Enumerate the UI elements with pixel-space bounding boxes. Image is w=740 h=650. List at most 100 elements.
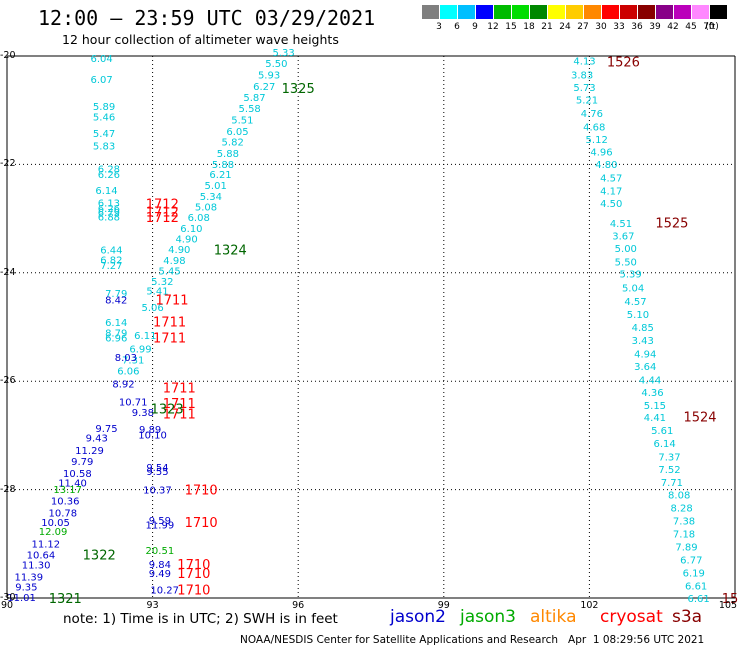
scale-swatch [476,5,493,19]
wave-height-value: 4.50 [600,199,622,210]
lon-tick-label: 105 [718,600,738,611]
wave-height-value: 9.35 [15,583,37,594]
scale-label: 15 [505,22,517,32]
scale-swatch [440,5,457,19]
wave-height-value: 6.06 [117,366,139,377]
wave-height-value: 6.14 [105,318,127,329]
lat-tick-label: -22 [0,158,16,170]
satellite-legend-cryosat: cryosat [600,607,663,627]
scale-label: 3 [436,22,442,32]
scale-label: 39 [649,22,661,32]
scale-label: 33 [613,22,625,32]
wave-height-value: 4.44 [639,376,661,387]
wave-height-value: 6.14 [653,439,675,450]
wave-height-value: 9.75 [95,424,117,435]
scale-swatch [458,5,475,19]
scale-label: 30 [595,22,607,32]
wave-height-value: 4.68 [583,122,605,133]
scale-label: 21 [541,22,553,32]
wave-height-value: 5.50 [265,59,287,70]
wave-height-value: 4.90 [175,235,197,246]
pass-time-label: 1711 [153,316,186,331]
wave-height-value: 4.96 [590,147,612,158]
wave-height-value: 10.27 [150,585,179,596]
scale-swatch [494,5,511,19]
pass-time-label: 1525 [655,216,688,231]
wave-height-value: 8.28 [670,503,692,514]
wave-height-value: 6.96 [105,333,127,344]
scale-swatch [602,5,619,19]
wave-height-value: 5.34 [200,192,222,203]
lat-tick-label: -28 [0,483,16,495]
scale-label: 27 [577,22,589,32]
wave-height-value: 5.41 [146,287,168,298]
wave-height-value: 5.10 [627,310,649,321]
wave-height-value: 4.85 [632,323,654,334]
satellite-legend-jason3: jason3 [460,607,516,627]
wave-height-value: 7.38 [673,516,695,527]
lat-tick-label: -20 [0,50,16,61]
wave-height-value: 11.30 [22,560,51,571]
scale-swatch [566,5,583,19]
wave-height-value: 6.28 [98,165,120,176]
pass-time-label: 1711 [163,382,196,397]
wave-height-value: 11.40 [58,479,87,490]
wave-height-value: 6.77 [680,556,702,567]
wave-height-value: 4.76 [581,109,603,120]
wave-height-value: 4.51 [610,219,632,230]
wave-height-value: 5.00 [615,244,637,255]
wave-height-value: 6.27 [253,82,275,93]
wave-height-value: 13.17 [53,485,82,496]
scale-label: 12 [487,22,499,32]
wave-height-value: 6.61 [685,582,707,593]
wave-height-value: 5.39 [620,269,642,280]
wave-height-value: 5.21 [576,95,598,106]
scale-label: 42 [667,22,679,32]
wave-height-value: 5.83 [93,141,115,152]
wave-height-value: 5.61 [651,426,673,437]
wave-height-value: 7.37 [658,453,680,464]
wave-height-value: 11.39 [15,572,44,583]
scale-swatch [674,5,691,19]
wave-height-value: 5.32 [151,277,173,288]
wave-height-value: 4.57 [624,297,646,308]
wave-height-value: 5.93 [258,70,280,81]
pass-time-label: 1712 [146,197,179,212]
wave-height-value: 12.09 [39,527,68,538]
wave-height-value: 9.59 [149,516,171,527]
wave-height-value: 9.55 [146,467,168,478]
wave-height-value: 6.99 [129,345,151,356]
wave-height-value: 8.08 [668,490,690,501]
wave-height-value: 10.71 [119,397,148,408]
wave-height-value: 4.57 [600,173,622,184]
wave-height-value: 6.14 [95,186,117,197]
wave-height-value: 6.61 [687,594,709,605]
wave-height-value: 5.87 [243,93,265,104]
lat-tick-label: -24 [0,266,16,278]
wave-height-value: 5.12 [586,135,608,146]
pass-time-label: 1710 [177,567,210,582]
wave-height-value: 4.94 [634,350,656,361]
pass-time-label: 1712 [146,211,179,226]
wave-height-value: 5.46 [93,113,115,124]
wave-height-value: 6.10 [180,224,202,235]
pass-time-label: 1324 [214,243,247,258]
wave-height-value: 11.12 [32,539,61,550]
wave-height-value: 6.04 [91,54,113,65]
scale-label: 6 [454,22,460,32]
scale-swatch [422,5,439,19]
wave-height-value: 11.29 [75,446,104,457]
wave-height-value: 6.82 [100,255,122,266]
scale-label: (ft) [705,22,719,32]
scale-label: 24 [559,22,571,32]
wave-height-value: 4.80 [595,160,617,171]
wave-height-value: 3.64 [634,362,656,373]
wave-height-value: 9.54 [146,463,168,474]
footer-note: note: 1) Time is in UTC; 2) SWH is in fe… [63,611,338,627]
wave-height-value: 6.19 [683,569,705,580]
chart-title: 12:00 – 23:59 UTC 03/29/2021 [38,6,376,30]
wave-height-value: 6.26 [98,170,120,181]
pass-time-label: 1710 [185,484,218,499]
wave-height-value: 7.18 [673,530,695,541]
